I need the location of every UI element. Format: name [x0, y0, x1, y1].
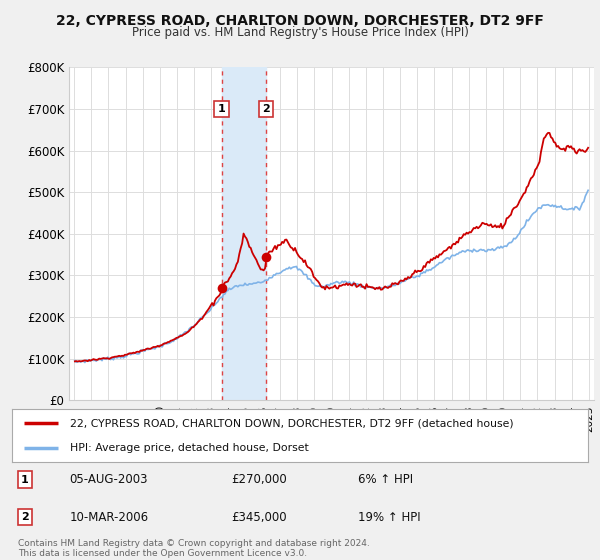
- Text: 2: 2: [262, 104, 270, 114]
- Text: This data is licensed under the Open Government Licence v3.0.: This data is licensed under the Open Gov…: [18, 549, 307, 558]
- Text: 1: 1: [21, 474, 29, 484]
- Text: £270,000: £270,000: [231, 473, 287, 486]
- Text: 6% ↑ HPI: 6% ↑ HPI: [358, 473, 413, 486]
- Text: HPI: Average price, detached house, Dorset: HPI: Average price, detached house, Dors…: [70, 442, 308, 452]
- Text: £345,000: £345,000: [231, 511, 287, 524]
- Text: 05-AUG-2003: 05-AUG-2003: [70, 473, 148, 486]
- Bar: [221, 67, 266, 400]
- Text: 10-MAR-2006: 10-MAR-2006: [70, 511, 149, 524]
- Text: Contains HM Land Registry data © Crown copyright and database right 2024.: Contains HM Land Registry data © Crown c…: [18, 539, 370, 548]
- Text: 22, CYPRESS ROAD, CHARLTON DOWN, DORCHESTER, DT2 9FF: 22, CYPRESS ROAD, CHARLTON DOWN, DORCHES…: [56, 14, 544, 28]
- Text: Price paid vs. HM Land Registry's House Price Index (HPI): Price paid vs. HM Land Registry's House …: [131, 26, 469, 39]
- Text: 2: 2: [21, 512, 29, 522]
- Text: 1: 1: [218, 104, 226, 114]
- Text: 19% ↑ HPI: 19% ↑ HPI: [358, 511, 420, 524]
- Text: 22, CYPRESS ROAD, CHARLTON DOWN, DORCHESTER, DT2 9FF (detached house): 22, CYPRESS ROAD, CHARLTON DOWN, DORCHES…: [70, 418, 513, 428]
